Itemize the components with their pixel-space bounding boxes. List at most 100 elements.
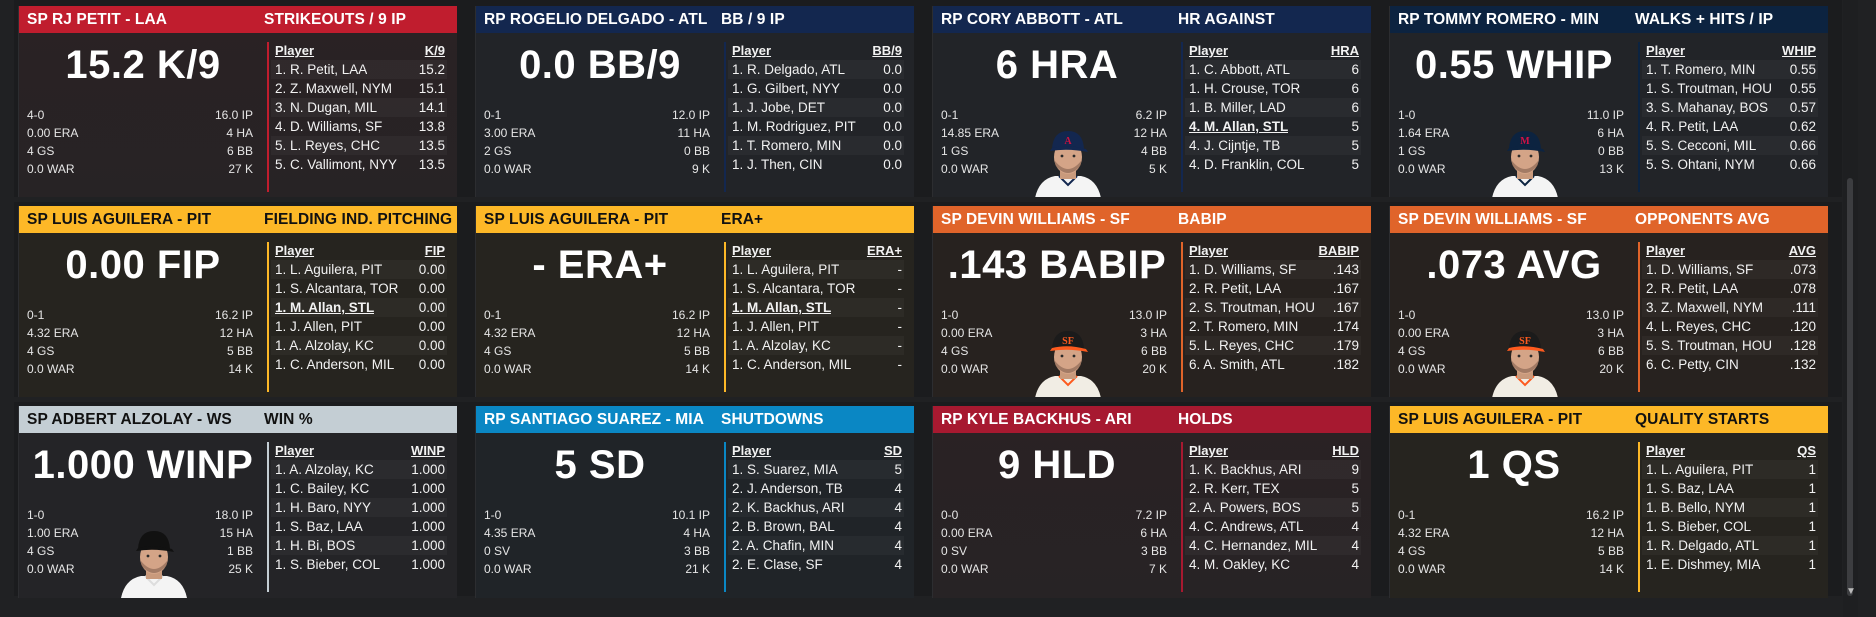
table-row[interactable]: 1. B. Miller, LAD 6 — [1185, 98, 1361, 117]
table-row[interactable]: 3. Z. Maxwell, NYM .111 — [1642, 298, 1818, 317]
player-name-link[interactable]: 1. S. Suarez, MIA — [732, 462, 838, 477]
table-row[interactable]: 2. A. Powers, BOS 5 — [1185, 498, 1361, 517]
table-row[interactable]: 1. J. Allen, PIT 0.00 — [271, 317, 447, 336]
table-row[interactable]: 1. J. Then, CIN 0.0 — [728, 155, 904, 174]
table-row[interactable]: 4. J. Cijntje, TB 5 — [1185, 136, 1361, 155]
player-name-link[interactable]: 2. Z. Maxwell, NYM — [275, 81, 393, 96]
table-row[interactable]: 2. R. Kerr, TEX 5 — [1185, 479, 1361, 498]
table-row[interactable]: 1. H. Baro, NYY 1.000 — [271, 498, 447, 517]
player-name-link[interactable]: 1. A. Alzolay, KC — [275, 462, 374, 477]
table-row[interactable]: 2. T. Romero, MIN .174 — [1185, 317, 1361, 336]
leader-card-6[interactable]: SP LUIS AGUILERA - PIT ERA+ - ERA+ 0-1 4… — [475, 206, 914, 398]
table-row[interactable]: 5. S. Ohtani, NYM 0.66 — [1642, 155, 1818, 174]
player-name-link[interactable]: 1. A. Alzolay, KC — [732, 338, 831, 353]
player-name-link[interactable]: 1. S. Bieber, COL — [275, 557, 381, 572]
player-name-link[interactable]: 4. M. Allan, STL — [1189, 119, 1289, 134]
player-name-link[interactable]: 1. S. Baz, LAA — [1646, 481, 1734, 496]
player-title[interactable]: SP DEVIN WILLIAMS - SF — [941, 210, 1130, 228]
leader-card-12[interactable]: SP LUIS AGUILERA - PIT QUALITY STARTS 1 … — [1389, 406, 1828, 598]
player-title[interactable]: SP LUIS AGUILERA - PIT — [1398, 410, 1583, 428]
player-name-link[interactable]: 3. S. Mahanay, BOS — [1646, 100, 1769, 115]
leader-card-3[interactable]: RP CORY ABBOTT - ATL HR AGAINST 6 HRA 0-… — [932, 6, 1371, 198]
player-title[interactable]: SP LUIS AGUILERA - PIT — [27, 210, 212, 228]
table-row[interactable]: 4. M. Oakley, KC 4 — [1185, 555, 1361, 574]
table-row[interactable]: 1. S. Suarez, MIA 5 — [728, 460, 904, 479]
player-portrait[interactable] — [117, 527, 191, 598]
table-row[interactable]: 6. C. Petty, CIN .132 — [1642, 355, 1818, 374]
table-row[interactable]: 1. H. Crouse, TOR 6 — [1185, 79, 1361, 98]
column-header-stat[interactable]: WHIP — [1782, 43, 1816, 58]
player-name-link[interactable]: 5. C. Vallimont, NYY — [275, 157, 398, 172]
player-title[interactable]: RP KYLE BACKHUS - ARI — [941, 410, 1132, 428]
table-row[interactable]: 1. S. Alcantara, TOR 0.00 — [271, 279, 447, 298]
table-row[interactable]: 1. M. Allan, STL 0.00 — [271, 298, 447, 317]
player-name-link[interactable]: 1. S. Alcantara, TOR — [732, 281, 856, 296]
leader-card-2[interactable]: RP ROGELIO DELGADO - ATL BB / 9 IP 0.0 B… — [475, 6, 914, 198]
leader-card-5[interactable]: SP LUIS AGUILERA - PIT FIELDING IND. PIT… — [18, 206, 457, 398]
table-row[interactable]: 2. B. Brown, BAL 4 — [728, 517, 904, 536]
table-row[interactable]: 1. A. Alzolay, KC 1.000 — [271, 460, 447, 479]
player-name-link[interactable]: 3. N. Dugan, MIL — [275, 100, 378, 115]
player-name-link[interactable]: 2. S. Troutman, HOU — [1189, 300, 1316, 315]
player-name-link[interactable]: 1. D. Williams, SF — [1189, 262, 1297, 277]
player-name-link[interactable]: 4. C. Hernandez, MIL — [1189, 538, 1318, 553]
player-name-link[interactable]: 1. S. Troutman, HOU — [1646, 81, 1773, 96]
player-name-link[interactable]: 3. Z. Maxwell, NYM — [1646, 300, 1764, 315]
table-row[interactable]: 1. J. Jobe, DET 0.0 — [728, 98, 904, 117]
player-name-link[interactable]: 4. J. Cijntje, TB — [1189, 138, 1281, 153]
table-row[interactable]: 1. H. Bi, BOS 1.000 — [271, 536, 447, 555]
player-name-link[interactable]: 1. G. Gilbert, NYY — [732, 81, 841, 96]
table-row[interactable]: 1. C. Anderson, MIL 0.00 — [271, 355, 447, 374]
player-name-link[interactable]: 1. H. Crouse, TOR — [1189, 81, 1301, 96]
player-name-link[interactable]: 2. R. Petit, LAA — [1646, 281, 1739, 296]
column-header-player[interactable]: Player — [732, 43, 772, 58]
player-name-link[interactable]: 1. T. Romero, MIN — [1646, 62, 1756, 77]
column-header-stat[interactable]: FIP — [424, 243, 445, 258]
player-name-link[interactable]: 2. T. Romero, MIN — [1189, 319, 1299, 334]
table-row[interactable]: 2. R. Petit, LAA .167 — [1185, 279, 1361, 298]
player-name-link[interactable]: 4. L. Reyes, CHC — [1646, 319, 1752, 334]
table-row[interactable]: 4. L. Reyes, CHC .120 — [1642, 317, 1818, 336]
column-header-stat[interactable]: QS — [1797, 443, 1816, 458]
player-name-link[interactable]: 1. M. Rodriguez, PIT — [732, 119, 856, 134]
player-name-link[interactable]: 1. E. Dishmey, MIA — [1646, 557, 1761, 572]
player-name-link[interactable]: 1. C. Anderson, MIL — [732, 357, 852, 372]
player-name-link[interactable]: 1. B. Bello, NYM — [1646, 500, 1746, 515]
player-portrait[interactable]: SF — [1031, 327, 1105, 398]
player-name-link[interactable]: 2. R. Kerr, TEX — [1189, 481, 1280, 496]
table-row[interactable]: 1. M. Allan, STL - — [728, 298, 904, 317]
player-name-link[interactable]: 1. M. Allan, STL — [732, 300, 832, 315]
player-name-link[interactable]: 1. J. Allen, PIT — [732, 319, 820, 334]
player-portrait[interactable]: A — [1031, 127, 1105, 198]
player-name-link[interactable]: 1. J. Then, CIN — [732, 157, 823, 172]
table-row[interactable]: 2. E. Clase, SF 4 — [728, 555, 904, 574]
table-row[interactable]: 4. R. Petit, LAA 0.62 — [1642, 117, 1818, 136]
player-name-link[interactable]: 5. S. Cecconi, MIL — [1646, 138, 1757, 153]
table-row[interactable]: 6. A. Smith, ATL .182 — [1185, 355, 1361, 374]
player-name-link[interactable]: 5. L. Reyes, CHC — [275, 138, 381, 153]
player-title[interactable]: RP CORY ABBOTT - ATL — [941, 10, 1123, 28]
player-name-link[interactable]: 1. C. Bailey, KC — [275, 481, 370, 496]
table-row[interactable]: 4. D. Franklin, COL 5 — [1185, 155, 1361, 174]
column-header-player[interactable]: Player — [275, 243, 315, 258]
table-row[interactable]: 1. C. Bailey, KC 1.000 — [271, 479, 447, 498]
column-header-player[interactable]: Player — [1646, 243, 1686, 258]
column-header-stat[interactable]: BABIP — [1318, 243, 1359, 258]
player-name-link[interactable]: 1. J. Jobe, DET — [732, 100, 826, 115]
table-row[interactable]: 1. S. Baz, LAA 1.000 — [271, 517, 447, 536]
player-title[interactable]: SP LUIS AGUILERA - PIT — [484, 210, 669, 228]
player-name-link[interactable]: 4. R. Petit, LAA — [1646, 119, 1739, 134]
player-name-link[interactable]: 2. E. Clase, SF — [732, 557, 823, 572]
table-row[interactable]: 2. Z. Maxwell, NYM 15.1 — [271, 79, 447, 98]
column-header-player[interactable]: Player — [1189, 443, 1229, 458]
player-name-link[interactable]: 5. S. Ohtani, NYM — [1646, 157, 1755, 172]
table-row[interactable]: 1. S. Bieber, COL 1 — [1642, 517, 1818, 536]
table-row[interactable]: 1. R. Delgado, ATL 1 — [1642, 536, 1818, 555]
table-row[interactable]: 2. R. Petit, LAA .078 — [1642, 279, 1818, 298]
player-name-link[interactable]: 1. R. Delgado, ATL — [732, 62, 846, 77]
column-header-player[interactable]: Player — [732, 243, 772, 258]
player-name-link[interactable]: 1. C. Abbott, ATL — [1189, 62, 1291, 77]
player-name-link[interactable]: 1. H. Bi, BOS — [275, 538, 356, 553]
player-name-link[interactable]: 2. K. Backhus, ARI — [732, 500, 845, 515]
table-row[interactable]: 1. R. Petit, LAA 15.2 — [271, 60, 447, 79]
